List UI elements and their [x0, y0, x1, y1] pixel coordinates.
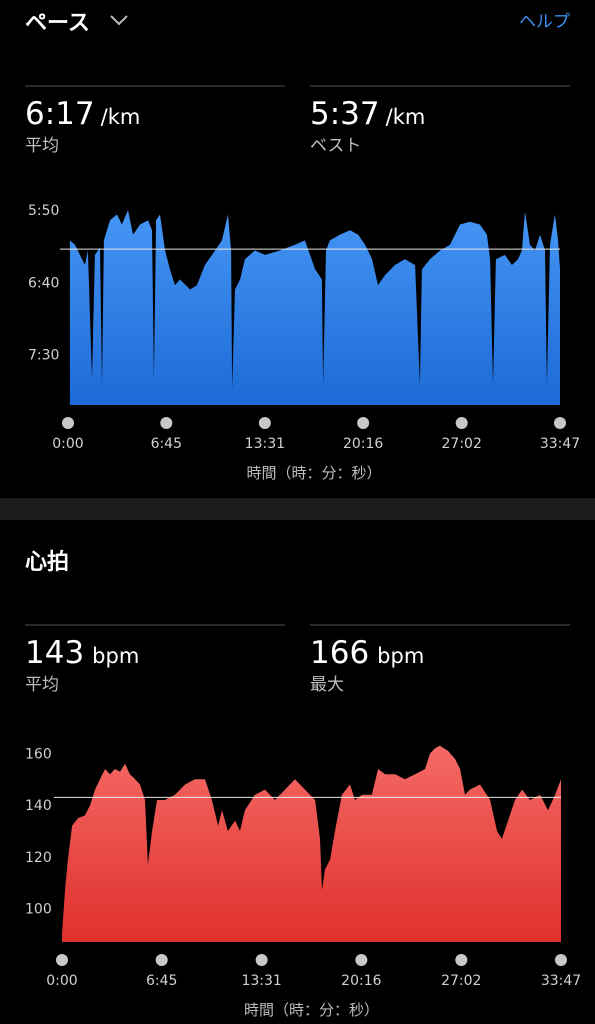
stat: 166 bpm: [310, 635, 424, 671]
x-tick-dot: [357, 417, 370, 429]
x-tick-dot: [555, 954, 567, 966]
x-tick-label: 0:00: [46, 973, 77, 989]
y-tick-label: 6:40: [28, 275, 59, 291]
x-tick-label: 27:02: [441, 973, 481, 989]
x-tick-dot: [455, 417, 468, 429]
x-tick-label: 20:16: [343, 436, 383, 452]
x-tick-dot: [255, 954, 268, 966]
x-tick-label: 20:16: [341, 973, 381, 989]
stat: 143 bpm: [25, 635, 139, 671]
x-tick-dot: [554, 417, 566, 429]
x-tick-label: 27:02: [442, 436, 482, 452]
x-axis-title: 時間（時：分：秒）: [244, 1001, 379, 1019]
x-tick-label: 6:45: [146, 973, 177, 989]
section-title: 心拍: [25, 549, 69, 575]
area: [69, 210, 561, 405]
x-tick-dot: [355, 954, 368, 966]
stat-label: 平均: [25, 675, 59, 695]
x-axis-title: 時間（時：分：秒）: [246, 464, 381, 482]
x-tick-label: 13:31: [241, 973, 281, 989]
x-tick-label: 13:31: [245, 436, 285, 452]
stat-label: ベスト: [310, 136, 361, 156]
x-tick-dot: [155, 954, 168, 966]
x-tick-label: 6:45: [151, 436, 182, 452]
y-tick-label: 160: [25, 746, 52, 762]
page-title[interactable]: ペース: [25, 11, 90, 36]
x-tick-label: 33:47: [540, 436, 580, 452]
x-tick-label: 0:00: [52, 436, 83, 452]
stat: 6:17/km: [25, 96, 140, 132]
x-tick-dot: [62, 417, 74, 429]
y-tick-label: 100: [25, 901, 52, 917]
stat-label: 平均: [25, 136, 59, 156]
area: [62, 745, 561, 942]
dropdown-chevron[interactable]: [110, 15, 128, 26]
stat-label: 最大: [310, 675, 344, 695]
x-tick-dot: [160, 417, 173, 429]
x-tick-dot: [258, 417, 271, 429]
y-tick-label: 7:30: [28, 347, 59, 363]
y-tick-label: 5:50: [28, 203, 59, 219]
y-tick-label: 120: [25, 850, 52, 866]
x-tick-dot: [455, 954, 468, 966]
section-separator: [0, 498, 595, 520]
y-tick-label: 140: [25, 798, 52, 814]
x-tick-dot: [56, 954, 68, 966]
help-link[interactable]: ヘルプ: [519, 12, 570, 32]
stat: 5:37/km: [310, 96, 425, 132]
x-tick-label: 33:47: [541, 973, 581, 989]
